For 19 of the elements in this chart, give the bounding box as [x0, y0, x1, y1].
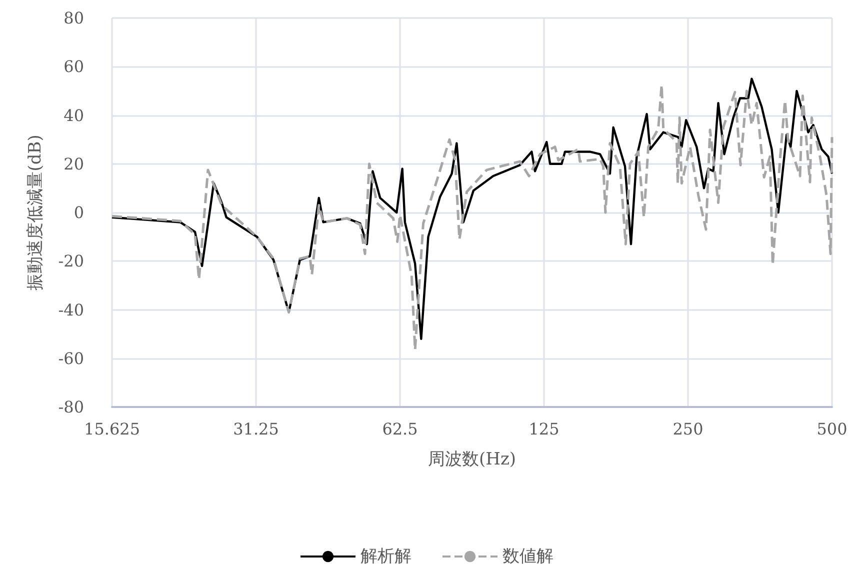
x-tick-label: 15.625 — [84, 420, 140, 438]
y-axis-title: 振動速度低減量(dB) — [26, 134, 46, 290]
y-tick-label: 60 — [64, 57, 84, 76]
x-tick-label: 125 — [528, 420, 560, 438]
x-tick-label: 62.5 — [382, 420, 418, 438]
x-tick-label: 250 — [672, 420, 704, 438]
y-tick-label: -40 — [58, 300, 84, 320]
y-tick-label: 20 — [64, 154, 84, 174]
y-tick-label: 40 — [64, 106, 84, 125]
y-tick-label: -80 — [58, 398, 84, 416]
y-tick-label: -60 — [58, 348, 84, 368]
x-axis-title: 周波数(Hz) — [428, 450, 516, 470]
x-tick-label: 500 — [816, 420, 848, 438]
x-tick-label: 31.25 — [233, 420, 279, 438]
legend-label: 数値解 — [502, 546, 554, 566]
y-tick-label: 0 — [74, 203, 84, 222]
y-tick-label: -20 — [58, 252, 84, 271]
legend-label: 解析解 — [360, 546, 412, 566]
y-tick-label: 80 — [64, 8, 84, 28]
